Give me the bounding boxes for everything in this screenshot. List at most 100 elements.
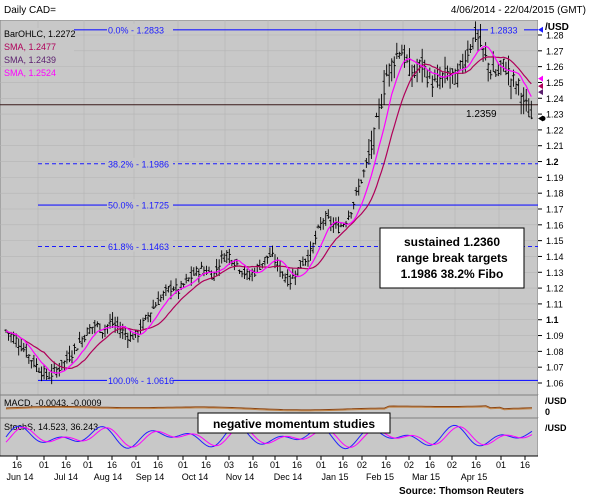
fibonacci-label: 0.0% - 1.2833 <box>108 25 164 35</box>
annotation-line-3: 1.1986 38.2% Fibo <box>401 267 504 281</box>
day-tick-label: 01 <box>178 460 188 470</box>
price-tick-label: 1.21 <box>546 141 564 151</box>
momentum-annotation: negative momentum studies <box>197 412 391 434</box>
day-tick-label: 01 <box>83 460 93 470</box>
price-marker <box>538 89 543 96</box>
price-tick-label: 1.07 <box>546 363 564 373</box>
day-tick-label: 02 <box>447 460 457 470</box>
month-tick-label: Jul 14 <box>54 472 78 482</box>
price-marker <box>538 83 543 90</box>
legend-entry: SMA, 1.2439 <box>4 55 56 65</box>
day-tick-label: 01 <box>316 460 326 470</box>
day-tick-label: 02 <box>404 460 414 470</box>
time-axis <box>0 456 592 497</box>
stoch-d-line <box>5 426 533 448</box>
fibonacci-label: 100.0% - 1.0616 <box>108 376 174 386</box>
price-tick-label: 1.13 <box>546 268 564 278</box>
legend-entry: SMA, 1.2524 <box>4 68 56 78</box>
day-tick-label: 03 <box>224 460 234 470</box>
price-tick-label: 1.08 <box>546 347 564 357</box>
last-price-dot <box>540 116 546 122</box>
day-tick-label: 16 <box>153 460 163 470</box>
fibonacci-label: 38.2% - 1.1986 <box>108 159 169 169</box>
legend-entry: BarOHLC, 1.2272 <box>4 29 76 39</box>
price-tick-label: 1.23 <box>546 110 564 120</box>
day-tick-label: 02 <box>357 460 367 470</box>
day-tick-label: 01 <box>270 460 280 470</box>
month-tick-label: Dec 14 <box>274 472 303 482</box>
price-tick-label: 1.14 <box>546 252 564 262</box>
support-level-label: 1.2359 <box>466 109 497 120</box>
price-axis <box>538 20 592 395</box>
stoch-axis <box>538 418 592 456</box>
price-tick-label: 1.16 <box>546 220 564 230</box>
sma-fast-line <box>5 45 532 374</box>
fibonacci-label-bg <box>107 157 173 169</box>
annotation-line-2: range break targets <box>396 251 508 265</box>
macd-label: MACD, -0.0043, -0.0009 <box>4 398 102 408</box>
momentum-annotation-text: negative momentum studies <box>213 417 375 431</box>
day-tick-label: 16 <box>471 460 481 470</box>
price-tick-label: 1.27 <box>546 46 564 56</box>
fibonacci-label: 61.8% - 1.1463 <box>108 242 169 252</box>
price-marker <box>538 26 543 33</box>
price-axis-markers: 1.2833 <box>488 23 546 122</box>
price-marker-label: 1.2833 <box>490 25 518 35</box>
macd-axis <box>538 395 592 418</box>
stoch-k-line <box>5 424 533 450</box>
price-tick-label: 1.24 <box>546 94 564 104</box>
price-marker-label-bg <box>488 23 524 35</box>
day-tick-label: 16 <box>201 460 211 470</box>
price-tick-label: 1.06 <box>546 379 564 389</box>
price-tick-label: 1.26 <box>546 62 564 72</box>
series-legend: BarOHLC, 1.2272 SMA, 1.2477 SMA, 1.2439 SMA… <box>2 28 76 79</box>
day-tick-label: 16 <box>248 460 258 470</box>
month-tick-label: Mar 15 <box>412 472 440 482</box>
price-tick-label: 1.2 <box>546 157 559 167</box>
day-tick-label: 16 <box>425 460 435 470</box>
month-tick-label: Jun 14 <box>6 472 33 482</box>
stoch-label: StochS, 14.523, 36.243 <box>4 422 98 432</box>
month-tick-label: Jan 15 <box>321 472 348 482</box>
fibonacci-label-bg <box>107 199 173 211</box>
month-tick-label: Sep 14 <box>136 472 165 482</box>
price-tick-label: 1.18 <box>546 189 564 199</box>
day-tick-label: 01 <box>131 460 141 470</box>
header-bar <box>0 0 592 20</box>
macd-unit: /USD <box>545 396 567 406</box>
day-tick-label: 16 <box>107 460 117 470</box>
source-label: Source: Thomson Reuters <box>399 486 524 497</box>
time-axis-month-ticks: Jun 14 Jul 14 Aug 14 Sep 14 Oct 14 Nov 14 Dec … <box>6 472 487 482</box>
legend-bg <box>2 67 74 79</box>
price-tick-label: 1.1 <box>546 315 559 325</box>
legend-bg <box>2 54 74 66</box>
price-tick-label: 1.12 <box>546 284 564 294</box>
date-range-label: 4/06/2014 - 22/04/2015 (GMT) <box>451 5 586 16</box>
price-tick-label: 1.22 <box>546 125 564 135</box>
price-axis-unit: /USD <box>545 22 569 33</box>
fibonacci-label-bg <box>107 240 173 252</box>
day-tick-label: 01 <box>496 460 506 470</box>
annotation-line-1: sustained 1.2360 <box>404 235 500 249</box>
legend-bg <box>2 41 74 53</box>
day-tick-label: 16 <box>61 460 71 470</box>
legend-entry: SMA, 1.2477 <box>4 42 56 52</box>
day-tick-label: 16 <box>12 460 22 470</box>
day-tick-label: 16 <box>520 460 530 470</box>
price-tick-label: 1.25 <box>546 78 564 88</box>
price-tick-label: 1.09 <box>546 331 564 341</box>
month-tick-label: Apr 15 <box>461 472 488 482</box>
day-tick-label: 16 <box>338 460 348 470</box>
month-tick-label: Feb 15 <box>366 472 394 482</box>
symbol-label: Daily CAD= <box>4 5 56 16</box>
sma-slow-line <box>5 56 532 370</box>
day-tick-label: 16 <box>292 460 302 470</box>
fibonacci-label: 50.0% - 1.1725 <box>108 201 169 211</box>
time-axis-day-ticks: 16 01 16 01 16 01 16 01 16 03 16 01 16 01 16 02 16 02 16 02… <box>0 455 538 470</box>
macd-zero-label: 0 <box>545 407 550 417</box>
month-tick-label: Aug 14 <box>94 472 123 482</box>
day-tick-label: 16 <box>381 460 391 470</box>
price-axis-ticks: 1.28 1.27 1.26 1.25 1.24 1.23 1.22 1.21 1.2 1.19 1… <box>538 31 564 389</box>
